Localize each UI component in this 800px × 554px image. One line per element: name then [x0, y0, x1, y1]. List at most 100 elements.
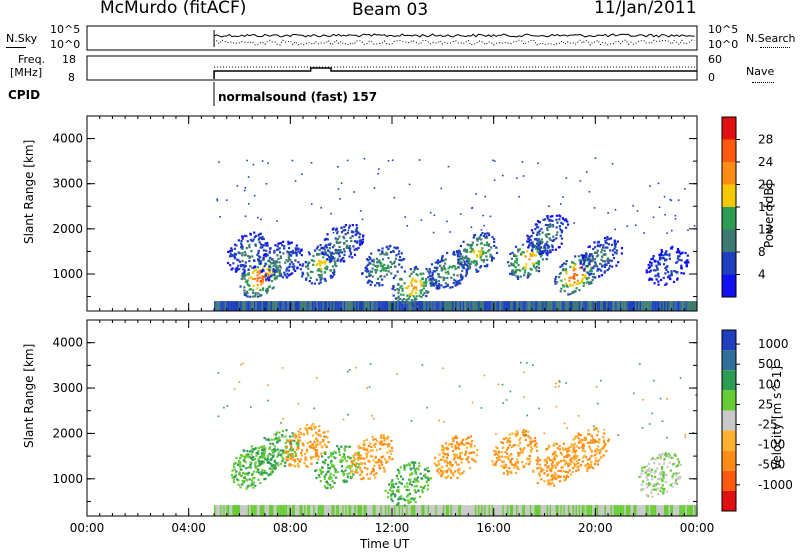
- velocity-cell: [410, 505, 413, 516]
- power-cell: [340, 251, 344, 254]
- power-cell: [377, 301, 379, 311]
- velocity-cell: [261, 448, 264, 452]
- power-cell: [241, 235, 244, 238]
- velocity-cell: [396, 477, 399, 480]
- power-cell: [307, 251, 311, 254]
- velocity-cell: [553, 442, 557, 445]
- power-cell: [606, 259, 609, 262]
- power-cell: [320, 260, 323, 264]
- power-cell: [430, 263, 434, 266]
- power-cell: [269, 257, 272, 260]
- velocity-cell: [576, 466, 579, 469]
- power-cell: [328, 247, 331, 250]
- velocity-cell: [506, 470, 509, 473]
- power-cell: [683, 261, 687, 264]
- velocity-cell: [506, 448, 509, 451]
- power-cell: [685, 262, 688, 265]
- power-cell: [287, 269, 291, 272]
- power-cell: [668, 254, 671, 257]
- velocity-cell: [263, 469, 267, 472]
- velocity-cell: [418, 465, 421, 468]
- power-cell: [688, 301, 690, 311]
- velocity-cell: [372, 459, 375, 462]
- power-cell: [301, 271, 304, 274]
- power-cell: [301, 273, 305, 276]
- power-cell: [431, 275, 434, 278]
- power-cell: [349, 253, 352, 256]
- velocity-cell: [329, 484, 332, 487]
- power-cell: [326, 233, 329, 236]
- power-cell: [551, 244, 554, 247]
- velocity-cell: [285, 447, 288, 450]
- velocity-cell: [379, 460, 382, 463]
- velocity-cell: [275, 505, 277, 516]
- velocity-cell: [441, 505, 443, 516]
- velocity-cell: [601, 505, 604, 516]
- velocity-cell: [413, 497, 416, 500]
- velocity-cell: [231, 476, 234, 479]
- power-cell: [337, 188, 340, 190]
- velocity-cell: [453, 453, 456, 456]
- power-cell: [239, 285, 242, 288]
- power-cell: [264, 301, 267, 311]
- velocity-cell: [567, 465, 570, 468]
- power-cell: [506, 301, 509, 311]
- power-cell: [493, 238, 496, 241]
- velocity-cell: [374, 476, 377, 479]
- velocity-cell: [369, 472, 372, 475]
- power-cell: [215, 301, 218, 311]
- velocity-cell: [582, 444, 585, 447]
- power-cell: [511, 273, 514, 276]
- power-cell: [444, 268, 447, 271]
- power-cell: [317, 301, 320, 311]
- power-cell: [617, 261, 620, 264]
- velocity-cell: [289, 444, 293, 447]
- velocity-cell: [458, 468, 461, 471]
- power-cell: [496, 301, 498, 311]
- power-cell: [614, 208, 617, 211]
- velocity-cell: [272, 505, 274, 516]
- velocity-cell: [291, 432, 294, 435]
- colorbar-tick-label: 24: [758, 155, 773, 169]
- power-cell: [276, 269, 279, 272]
- power-cell: [523, 301, 526, 311]
- power-cell: [289, 258, 292, 262]
- velocity-cell: [545, 461, 549, 464]
- power-cell: [518, 248, 521, 251]
- power-cell: [555, 214, 558, 217]
- velocity-cell: [252, 481, 256, 484]
- power-cell: [474, 264, 477, 267]
- velocity-cell: [314, 443, 318, 447]
- velocity-cell: [553, 471, 556, 474]
- velocity-cell: [592, 505, 594, 516]
- power-cell: [424, 279, 428, 283]
- velocity-cell: [366, 505, 369, 516]
- velocity-cell: [250, 505, 253, 516]
- power-cell: [437, 285, 441, 288]
- velocity-cell: [560, 453, 564, 456]
- velocity-cell: [410, 472, 413, 475]
- velocity-cell: [342, 418, 345, 421]
- velocity-cell: [274, 465, 277, 468]
- power-cell: [569, 284, 572, 287]
- power-cell: [414, 267, 417, 270]
- velocity-cell: [335, 476, 338, 479]
- velocity-cell: [565, 474, 569, 477]
- power-cell: [598, 268, 601, 271]
- velocity-cell: [404, 499, 407, 502]
- power-cell: [333, 273, 336, 276]
- velocity-cell: [590, 441, 594, 444]
- velocity-cell: [674, 505, 677, 516]
- power-cell: [229, 249, 232, 253]
- velocity-cell: [470, 505, 472, 516]
- power-cell: [324, 245, 327, 248]
- power-cell: [515, 275, 518, 278]
- velocity-cell: [273, 445, 276, 448]
- velocity-cell: [546, 456, 550, 459]
- velocity-cell: [526, 505, 529, 516]
- velocity-cell: [354, 505, 356, 516]
- power-cell: [346, 159, 349, 162]
- velocity-cell: [514, 461, 518, 464]
- power-cell: [419, 301, 422, 311]
- velocity-cell: [436, 467, 440, 471]
